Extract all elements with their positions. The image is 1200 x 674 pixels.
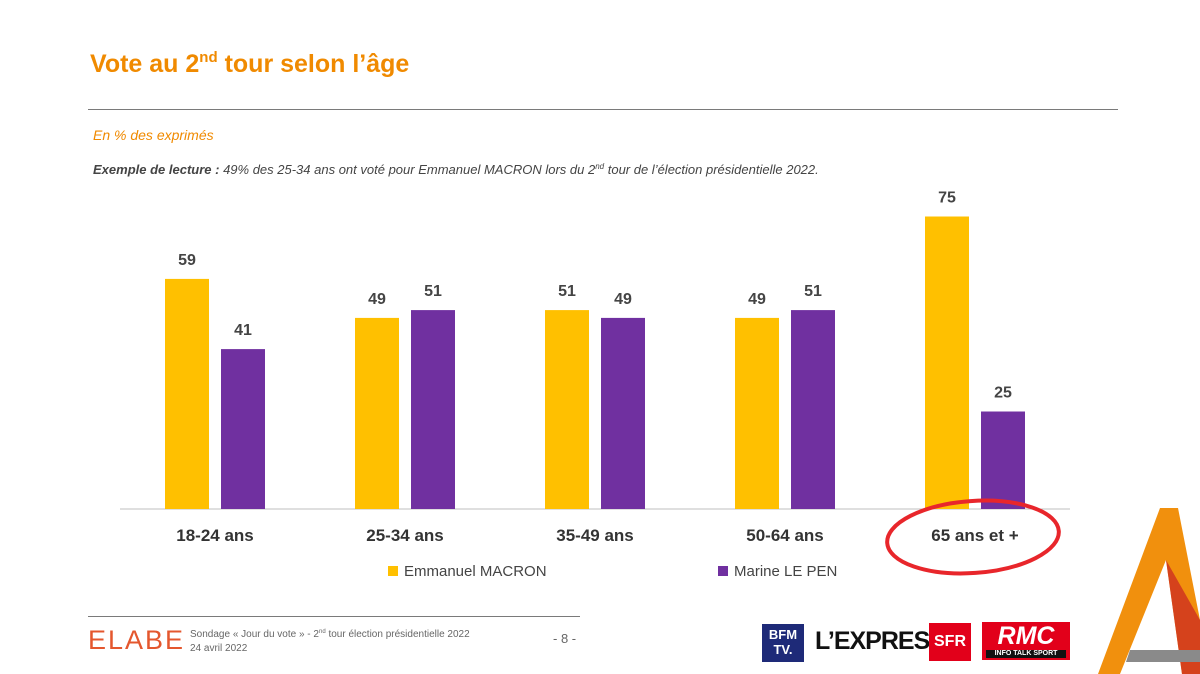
bfmtv-logo: BFM TV. [762, 624, 804, 662]
category-label: 50-64 ans [746, 526, 824, 545]
data-label: 75 [938, 190, 956, 207]
reading-example: Exemple de lecture : 49% des 25-34 ans o… [93, 162, 819, 177]
bar-lepen-4 [981, 411, 1025, 509]
lexpress-logo: L’EXPRESS [815, 627, 946, 655]
sfr-logo: SFR [929, 623, 971, 661]
page-number: - 8 - [553, 631, 577, 646]
bar-macron-3 [735, 317, 779, 509]
bar-macron-0 [165, 278, 209, 509]
category-label: 25-34 ans [366, 526, 444, 545]
rmc-logo: RMC INFO TALK SPORT [982, 622, 1070, 660]
page-title: Vote au 2nd tour selon l’âge [90, 49, 410, 78]
chart-subtitle: En % des exprimés [93, 127, 214, 143]
footer-divider [88, 616, 580, 617]
data-label: 51 [424, 283, 442, 300]
category-label: 18-24 ans [176, 526, 254, 545]
corner-a-logo [1098, 508, 1200, 674]
legend-label: Marine LE PEN [734, 563, 837, 580]
data-label: 49 [748, 291, 766, 308]
data-label: 49 [368, 291, 386, 308]
data-label: 41 [234, 322, 252, 339]
bar-lepen-0 [221, 349, 265, 509]
data-label: 51 [804, 283, 822, 300]
title-divider [88, 109, 1118, 110]
bar-macron-2 [545, 310, 589, 509]
data-label: 51 [558, 283, 576, 300]
data-label: 49 [614, 291, 632, 308]
bar-macron-4 [925, 216, 969, 509]
elabe-logo: ELABE [88, 625, 186, 655]
data-label: 25 [994, 385, 1012, 402]
bar-macron-1 [355, 317, 399, 509]
legend-swatch [388, 566, 398, 576]
legend-label: Emmanuel MACRON [404, 563, 547, 580]
bar-lepen-1 [411, 310, 455, 509]
category-label: 65 ans et + [931, 526, 1018, 545]
highlight-ellipse [885, 498, 1061, 576]
footer-date: 24 avril 2022 [190, 643, 248, 654]
data-label: 59 [178, 252, 196, 269]
bar-lepen-3 [791, 310, 835, 509]
legend-swatch [718, 566, 728, 576]
category-label: 35-49 ans [556, 526, 634, 545]
bar-lepen-2 [601, 317, 645, 509]
footer-source: Sondage « Jour du vote » - 2nd tour élec… [190, 629, 470, 640]
